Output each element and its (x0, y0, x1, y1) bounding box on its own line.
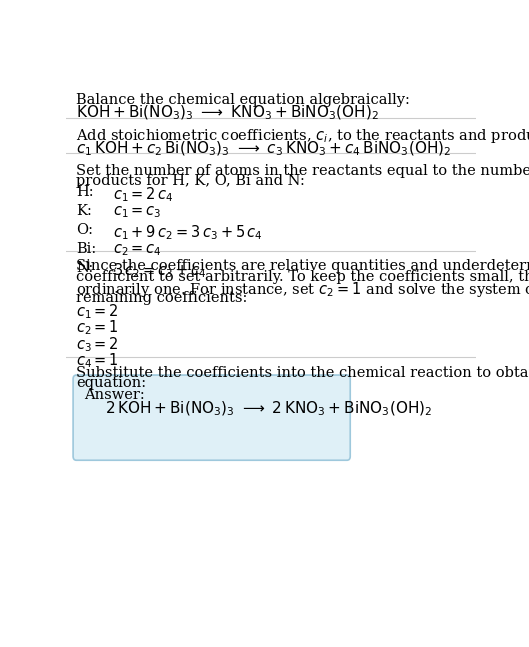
Text: coefficient to set arbitrarily. To keep the coefficients small, the arbitrary va: coefficient to set arbitrarily. To keep … (76, 270, 529, 284)
Text: Balance the chemical equation algebraically:: Balance the chemical equation algebraica… (76, 93, 411, 107)
Text: Bi:: Bi: (76, 242, 97, 256)
Text: K:: K: (76, 204, 92, 218)
Text: $3\,c_2 = c_3 + c_4$: $3\,c_2 = c_3 + c_4$ (113, 261, 207, 280)
Text: $c_2 = c_4$: $c_2 = c_4$ (113, 242, 162, 258)
Text: Since the coefficients are relative quantities and underdetermined, choose a: Since the coefficients are relative quan… (76, 259, 529, 274)
Text: Answer:: Answer: (84, 388, 144, 402)
Text: $c_1 = 2$: $c_1 = 2$ (76, 302, 119, 321)
Text: $c_1\,\mathrm{KOH} + c_2\,\mathrm{Bi(NO_3)_3} \ \longrightarrow \ c_3\,\mathrm{K: $c_1\,\mathrm{KOH} + c_2\,\mathrm{Bi(NO_… (76, 139, 452, 158)
Text: Substitute the coefficients into the chemical reaction to obtain the balanced: Substitute the coefficients into the che… (76, 366, 529, 380)
FancyBboxPatch shape (73, 375, 350, 460)
Text: Add stoichiometric coefficients, $c_i$, to the reactants and products:: Add stoichiometric coefficients, $c_i$, … (76, 127, 529, 146)
Text: $c_2 = 1$: $c_2 = 1$ (76, 319, 119, 338)
Text: $c_1 + 9\,c_2 = 3\,c_3 + 5\,c_4$: $c_1 + 9\,c_2 = 3\,c_3 + 5\,c_4$ (113, 223, 263, 242)
Text: N:: N: (76, 261, 94, 275)
Text: $c_1 = 2\,c_4$: $c_1 = 2\,c_4$ (113, 185, 174, 204)
Text: products for H, K, O, Bi and N:: products for H, K, O, Bi and N: (76, 174, 305, 188)
Text: $\mathrm{KOH + Bi(NO_3)_3 \ \longrightarrow \ KNO_3 + BiNO_3(OH)_2}$: $\mathrm{KOH + Bi(NO_3)_3 \ \longrightar… (76, 104, 379, 122)
Text: equation:: equation: (76, 375, 147, 389)
Text: Set the number of atoms in the reactants equal to the number of atoms in the: Set the number of atoms in the reactants… (76, 164, 529, 179)
Text: remaining coefficients:: remaining coefficients: (76, 291, 248, 305)
Text: O:: O: (76, 223, 94, 237)
Text: $c_1 = c_3$: $c_1 = c_3$ (113, 204, 162, 220)
Text: $c_4 = 1$: $c_4 = 1$ (76, 352, 119, 370)
Text: H:: H: (76, 185, 94, 199)
Text: $c_3 = 2$: $c_3 = 2$ (76, 335, 119, 354)
Text: $\mathrm{2\,KOH + Bi(NO_3)_3 \ \longrightarrow \ 2\,KNO_3 + BiNO_3(OH)_2}$: $\mathrm{2\,KOH + Bi(NO_3)_3 \ \longrigh… (105, 399, 432, 418)
Text: ordinarily one. For instance, set $c_2 = 1$ and solve the system of equations fo: ordinarily one. For instance, set $c_2 =… (76, 280, 529, 300)
